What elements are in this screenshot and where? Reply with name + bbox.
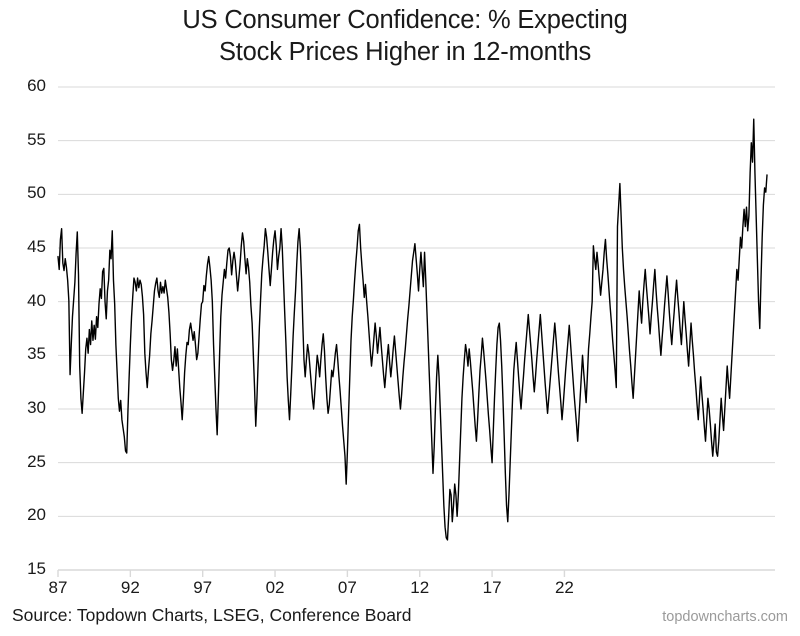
chart-title-line-1: US Consumer Confidence: % Expecting (182, 6, 628, 34)
gridlines (58, 86, 775, 571)
x-axis-tick-label: 97 (193, 578, 213, 597)
data-series-line (57, 118, 768, 541)
y-axis-tick-label: 60 (27, 76, 46, 95)
y-axis-tick-label: 40 (27, 290, 46, 310)
x-axis-tick-label: 87 (48, 578, 68, 597)
y-axis-tick-label: 45 (27, 237, 46, 256)
y-axis-tick-label: 50 (27, 183, 46, 203)
y-axis-tick-label: 20 (27, 505, 46, 525)
chart-title: US Consumer Confidence: % Expecting Stoc… (60, 4, 750, 68)
y-axis-tick-label: 35 (27, 344, 46, 364)
x-axis-tick-label: 12 (410, 578, 430, 597)
y-axis-tick-label: 30 (27, 398, 46, 417)
x-axis-tick-label: 02 (265, 578, 285, 597)
y-axis-tick-label: 25 (27, 451, 46, 471)
x-axis-tick-label: 92 (120, 578, 140, 597)
y-axis-tick-label: 15 (27, 559, 46, 578)
source-note: Source: Topdown Charts, LSEG, Conference… (12, 605, 412, 625)
chart-title-line-2: Stock Prices Higher in 12-months (218, 38, 591, 66)
y-axis-tick-label: 55 (27, 129, 46, 149)
x-axis-tick-label: 22 (554, 578, 574, 597)
x-axis-tick-label: 07 (337, 578, 357, 597)
watermark-label: topdowncharts.com (662, 609, 788, 625)
x-axis-tick-label: 17 (482, 578, 502, 597)
x-axis-ticks (57, 570, 566, 577)
